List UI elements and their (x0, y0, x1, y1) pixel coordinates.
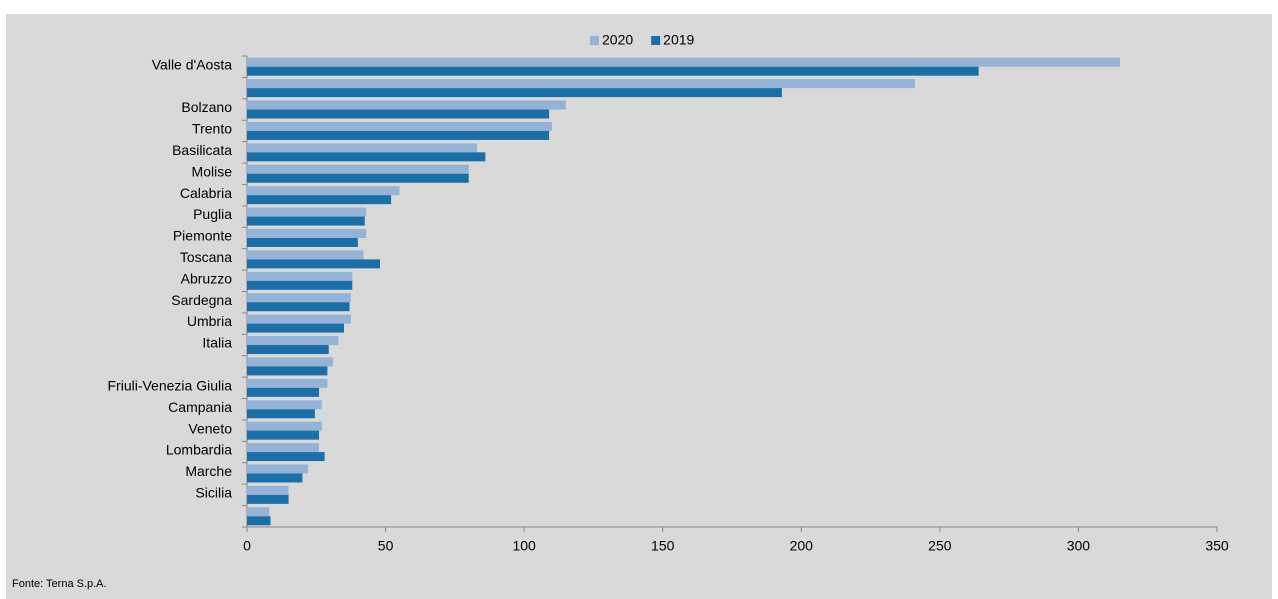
x-tick-label: 50 (378, 538, 394, 554)
bar (247, 143, 478, 153)
bar (247, 378, 328, 388)
bar (247, 57, 1120, 67)
bar (247, 507, 270, 517)
x-tick-label: 300 (1067, 538, 1091, 554)
x-tick-label: 200 (790, 538, 814, 554)
bar (247, 173, 469, 183)
x-tick-label: 150 (651, 538, 675, 554)
bar (247, 387, 320, 397)
y-tick-label: Umbria (187, 313, 232, 329)
bar (247, 130, 550, 140)
bar (247, 357, 333, 367)
y-tick-label: Sicilia (195, 485, 232, 501)
bar (247, 195, 392, 205)
bar (247, 336, 339, 346)
y-tick-label: Trento (192, 121, 232, 137)
y-tick-label: Campania (168, 399, 232, 415)
y-tick-label: Piemonte (173, 228, 232, 244)
bar (247, 109, 550, 119)
bar (247, 516, 271, 526)
y-tick-label: Italia (202, 335, 232, 351)
bar (247, 79, 915, 89)
bar (247, 186, 400, 196)
source-note: Fonte: Terna S.p.A. (12, 578, 107, 590)
x-tick-label: 0 (243, 538, 251, 554)
bar (247, 302, 350, 312)
y-tick-label: Friuli-Venezia Giulia (108, 377, 233, 393)
y-tick-label: Calabria (180, 185, 232, 201)
y-tick-label: Lombardia (166, 442, 232, 458)
bar (247, 464, 308, 474)
bar (247, 452, 325, 462)
legend-label: 2020 (602, 32, 633, 48)
legend-label: 2019 (663, 32, 694, 48)
bar (247, 280, 353, 290)
bar (247, 485, 289, 495)
bar (247, 494, 289, 504)
bar (247, 207, 367, 217)
bar (247, 400, 322, 410)
bar (247, 88, 782, 98)
y-tick-label: Veneto (188, 420, 232, 436)
y-tick-label: Abruzzo (181, 270, 233, 286)
bar (247, 293, 351, 303)
y-tick-label: Sardegna (171, 292, 232, 308)
bar (247, 409, 315, 419)
bar (247, 366, 328, 376)
y-tick-label: Molise (192, 163, 233, 179)
y-tick-label: Marche (185, 463, 232, 479)
y-tick-label: Bolzano (181, 99, 232, 115)
bar (247, 421, 322, 431)
bar (247, 121, 552, 131)
bar (247, 216, 365, 226)
legend-swatch (651, 36, 661, 45)
x-tick-label: 100 (512, 538, 536, 554)
y-tick-label: Valle d'Aosta (152, 56, 232, 72)
chart-background (6, 14, 1272, 599)
x-tick-label: 250 (928, 538, 952, 554)
bar (247, 443, 320, 453)
bar (247, 271, 353, 281)
bar (247, 430, 320, 440)
y-tick-label: Puglia (193, 206, 232, 222)
bar (247, 250, 364, 260)
bar (247, 473, 303, 483)
bar (247, 66, 979, 76)
bar (247, 259, 381, 269)
y-tick-label: Toscana (180, 249, 232, 265)
x-tick-label: 350 (1205, 538, 1229, 554)
bar (247, 228, 367, 238)
y-tick-label: Basilicata (172, 142, 232, 158)
bar (247, 100, 566, 110)
bar (247, 323, 344, 333)
bar (247, 152, 486, 162)
bar (247, 345, 329, 355)
legend-swatch (590, 36, 599, 45)
bar (247, 237, 358, 247)
bar (247, 164, 469, 174)
bar (247, 314, 351, 324)
